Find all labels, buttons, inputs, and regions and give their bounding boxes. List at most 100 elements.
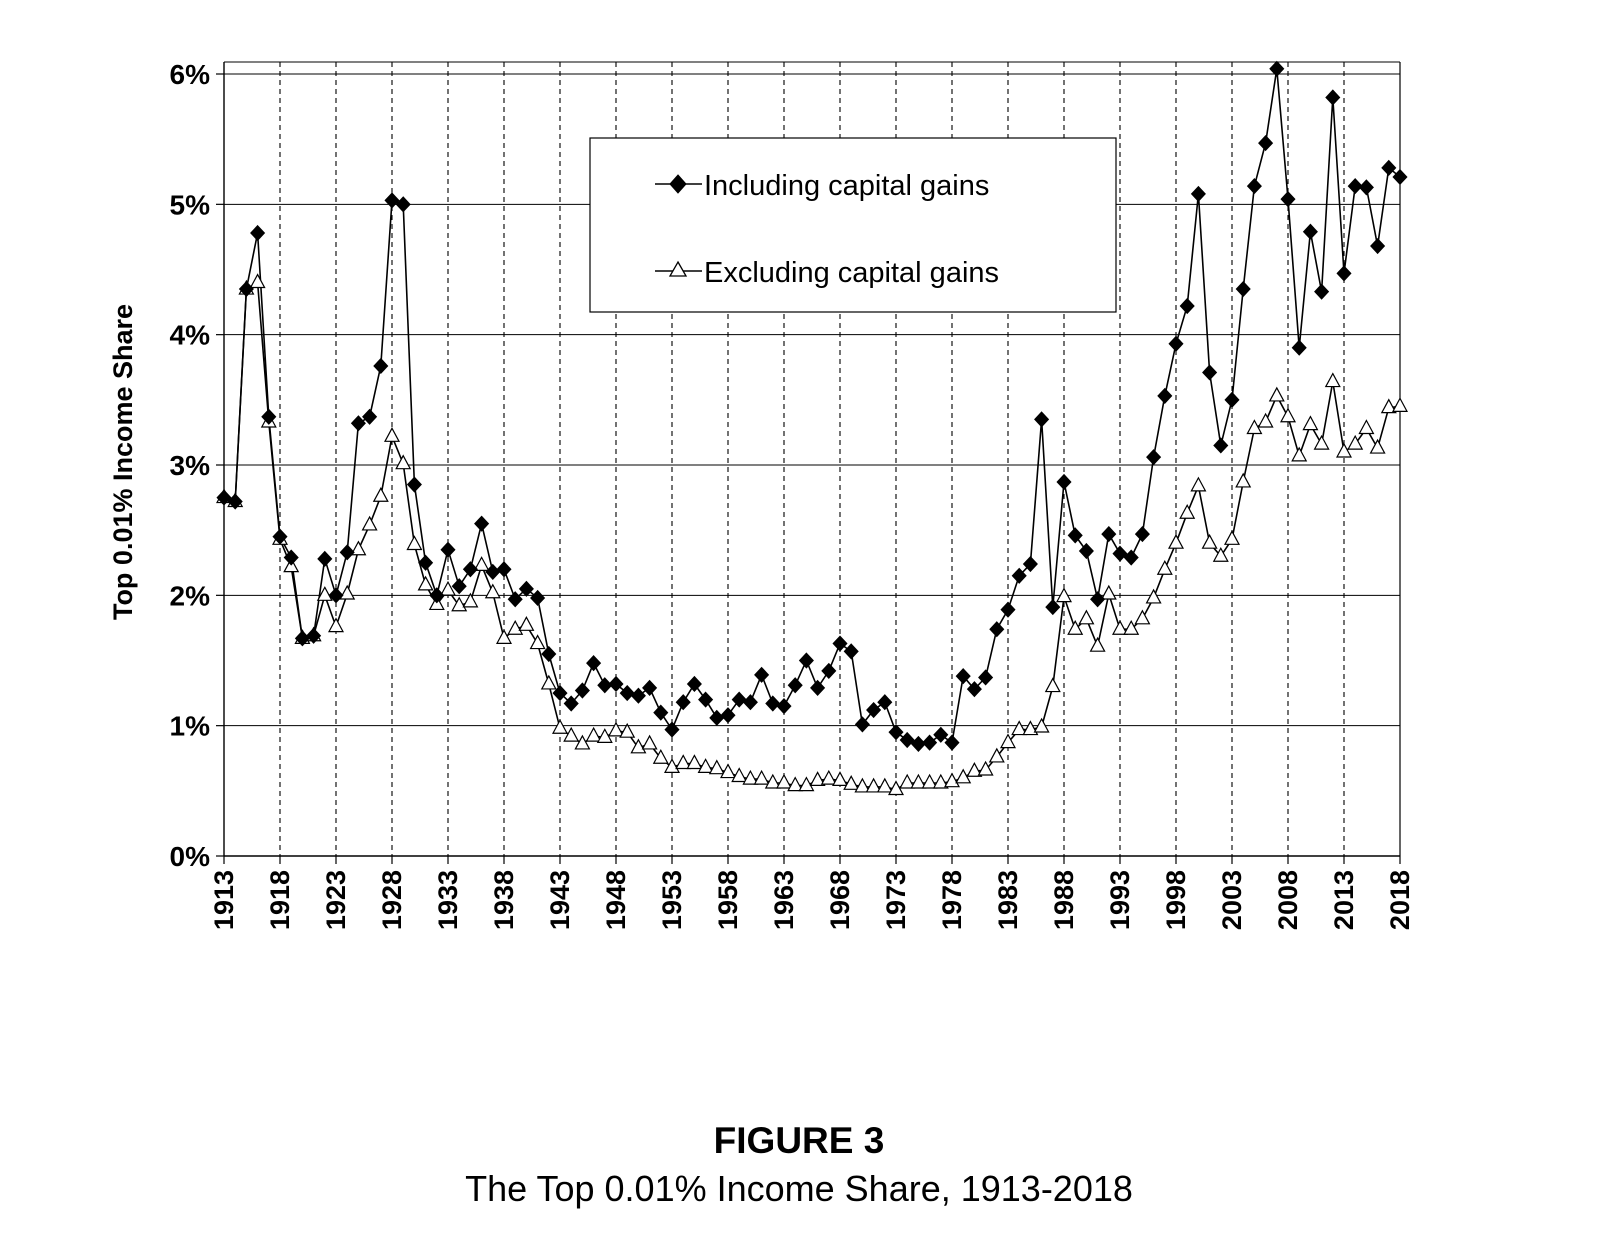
data-point-incl xyxy=(451,578,467,595)
data-point-incl xyxy=(877,694,893,711)
data-point-excl xyxy=(1313,434,1330,450)
data-point-incl xyxy=(1325,89,1341,106)
data-point-incl xyxy=(899,731,915,749)
data-point-incl xyxy=(742,694,758,711)
data-point-incl xyxy=(586,655,602,672)
data-point-excl xyxy=(630,738,647,754)
data-point-excl xyxy=(1358,419,1375,435)
x-tick-label: 1978 xyxy=(937,870,967,930)
data-point-incl xyxy=(1336,265,1352,282)
data-point-incl xyxy=(418,554,434,571)
data-point-incl xyxy=(328,587,344,604)
data-point-incl xyxy=(597,677,613,694)
data-point-incl xyxy=(462,561,478,578)
data-point-excl xyxy=(988,747,1005,763)
data-point-incl xyxy=(1392,168,1408,186)
data-point-incl xyxy=(272,528,288,545)
data-point-excl xyxy=(395,454,412,470)
x-tick-label: 2008 xyxy=(1273,870,1303,930)
data-point-excl xyxy=(719,763,737,779)
x-tick-label: 1998 xyxy=(1161,870,1191,930)
data-point-incl xyxy=(552,684,568,702)
data-point-excl xyxy=(350,540,367,556)
data-point-incl xyxy=(1280,191,1296,208)
data-point-excl xyxy=(1212,546,1229,562)
data-point-excl xyxy=(1291,446,1308,462)
data-point-incl xyxy=(429,587,445,604)
data-point-incl xyxy=(608,675,624,693)
x-tick-label: 1918 xyxy=(265,870,295,930)
data-point-incl xyxy=(1168,335,1184,352)
data-point-incl xyxy=(810,679,826,696)
data-point-excl xyxy=(708,759,725,775)
data-point-excl xyxy=(921,773,938,789)
x-tick-label: 1933 xyxy=(433,870,463,930)
data-point-excl xyxy=(406,535,423,551)
x-tick-label: 1953 xyxy=(657,870,687,930)
y-tick-label: 3% xyxy=(170,450,211,481)
data-point-excl xyxy=(1324,372,1341,388)
legend-label-incl: Including capital gains xyxy=(704,170,989,202)
data-point-excl xyxy=(966,762,983,777)
data-point-excl xyxy=(641,734,658,750)
data-point-incl xyxy=(1022,555,1038,573)
y-tick-labels: 0% 1% 2% 3% 4% 5% 6% xyxy=(170,59,211,872)
data-point-incl xyxy=(362,408,378,425)
y-tick-label: 1% xyxy=(170,711,211,742)
data-point-excl xyxy=(1022,720,1039,736)
data-point-incl xyxy=(933,726,949,743)
data-point-excl xyxy=(1134,609,1151,625)
data-point-incl xyxy=(1246,178,1262,195)
data-point-excl xyxy=(1089,636,1106,652)
data-point-excl xyxy=(820,769,837,785)
figure-caption: The Top 0.01% Income Share, 1913-2018 xyxy=(465,1168,1133,1209)
data-point-excl xyxy=(574,734,591,750)
data-point-incl xyxy=(518,580,534,597)
data-point-incl xyxy=(675,694,691,711)
legend: Including capital gains Excluding capita… xyxy=(589,137,1117,313)
data-point-incl xyxy=(373,357,389,375)
data-point-incl xyxy=(787,677,803,694)
x-tick-label: 1983 xyxy=(993,870,1023,930)
x-tick-label: 1988 xyxy=(1049,870,1079,930)
data-point-incl xyxy=(474,515,490,532)
data-point-incl xyxy=(350,415,366,432)
data-point-incl xyxy=(406,476,422,493)
data-point-excl xyxy=(1380,398,1397,414)
data-point-incl xyxy=(832,635,848,652)
x-tick-label: 1923 xyxy=(321,870,351,930)
data-point-incl xyxy=(1067,527,1083,544)
data-point-incl xyxy=(888,724,904,741)
data-point-excl xyxy=(327,617,345,633)
data-point-excl xyxy=(585,726,602,742)
data-point-excl xyxy=(652,748,669,764)
data-point-incl xyxy=(989,621,1005,638)
data-point-incl xyxy=(283,549,299,566)
data-point-excl xyxy=(1011,720,1028,736)
data-point-incl xyxy=(630,687,646,704)
data-point-incl xyxy=(955,668,971,685)
data-point-excl xyxy=(495,629,513,644)
data-point-incl xyxy=(653,704,669,721)
data-point-excl xyxy=(361,515,378,531)
data-point-incl xyxy=(843,643,859,660)
data-point-excl xyxy=(843,775,860,790)
data-point-incl xyxy=(1134,525,1150,543)
data-point-excl xyxy=(955,768,972,784)
data-point-excl xyxy=(1067,619,1084,635)
data-point-excl xyxy=(865,777,882,793)
data-point-incl xyxy=(440,541,456,558)
data-point-excl xyxy=(473,556,490,571)
axes xyxy=(216,61,1401,864)
data-point-incl xyxy=(922,734,938,751)
x-tick-label: 1958 xyxy=(713,870,743,930)
data-point-excl xyxy=(753,769,770,785)
data-point-incl xyxy=(530,589,546,607)
data-point-incl xyxy=(754,666,770,683)
legend-marker-excl xyxy=(668,260,688,277)
data-point-excl xyxy=(1156,560,1173,575)
x-tick-label: 2013 xyxy=(1329,870,1359,930)
y-tick-label: 6% xyxy=(170,59,211,90)
series-line-incl xyxy=(223,68,1401,745)
